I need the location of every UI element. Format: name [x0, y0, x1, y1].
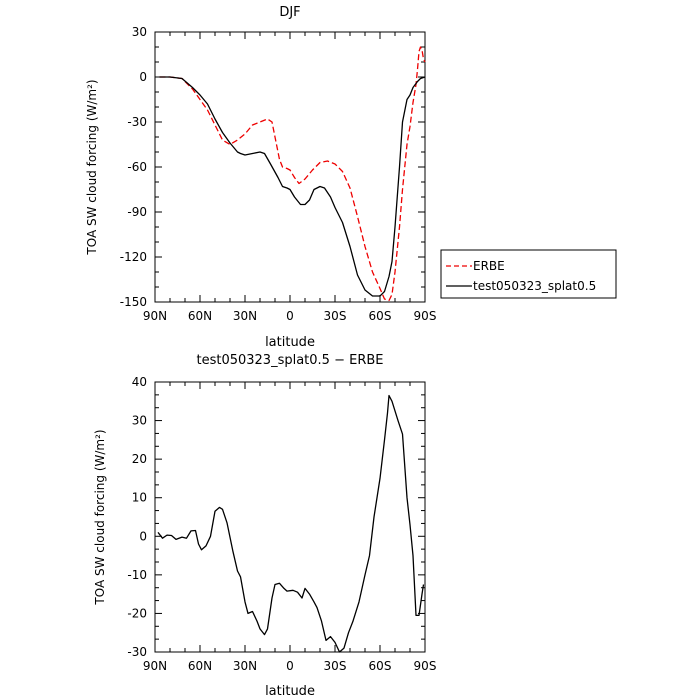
top-y-tick-label: 30	[132, 25, 147, 39]
bottom-x-tick-label: 30S	[324, 659, 347, 673]
bottom-y-tick-label: -30	[127, 645, 147, 659]
bottom-x-axis-label: latitude	[265, 684, 315, 699]
bottom-ticks: 90N 60N 30N 0 30S 60S 90S 40 30 20 10 0 -10 -20 -30	[127, 375, 436, 673]
top-y-axis-label: TOA SW cloud forcing (W/m²)	[85, 79, 99, 255]
bottom-plot-frame	[154, 381, 426, 653]
top-plot-frame	[154, 31, 426, 303]
top-x-tick-label: 60N	[188, 309, 212, 323]
bottom-series	[157, 394, 425, 653]
bottom-y-tick-label: 20	[132, 452, 147, 466]
top-legend: ERBE test050323_splat0.5	[440, 249, 617, 299]
bottom-y-axis-label: TOA SW cloud forcing (W/m²)	[93, 429, 107, 605]
bottom-x-tick-label: 0	[286, 659, 294, 673]
top-x-tick-label: 30S	[324, 309, 347, 323]
top-x-tick-label: 90N	[143, 309, 167, 323]
top-x-tick-label: 60S	[369, 309, 392, 323]
bottom-title: test050323_splat0.5 − ERBE	[196, 353, 383, 368]
bottom-y-tick-label: 30	[132, 414, 147, 428]
bottom-x-tick-label: 90S	[414, 659, 437, 673]
top-title: DJF	[279, 5, 300, 20]
bottom-x-tick-label: 30N	[233, 659, 257, 673]
top-test050323-splat0-5-line	[159, 76, 426, 297]
bottom-y-tick-label: -20	[127, 606, 147, 620]
legend-erbe-label: ERBE	[473, 259, 505, 273]
bottom-panel: test050323_splat0.5 − ERBE 90N 60N 30N 0 30S…	[93, 353, 436, 699]
top-x-tick-label: 0	[286, 309, 294, 323]
legend-box	[440, 249, 617, 299]
bottom-y-tick-label: 0	[139, 529, 147, 543]
bottom-x-tick-label: 60S	[369, 659, 392, 673]
top-y-tick-label: -120	[120, 250, 147, 264]
top-y-tick-label: 0	[139, 70, 147, 84]
top-series	[159, 46, 426, 302]
top-panel: DJF 90N 60N 30N 0 30S 60S 90S 30 0 -30 -60 -90 -120 -…	[85, 5, 617, 350]
bottom-y-tick-label: 40	[132, 375, 147, 389]
top-x-tick-label: 90S	[414, 309, 437, 323]
top-ticks: 90N 60N 30N 0 30S 60S 90S 30 0 -30 -60 -90 -120 -150	[120, 25, 437, 323]
top-x-tick-label: 30N	[233, 309, 257, 323]
top-y-tick-label: -30	[127, 115, 147, 129]
bottom-x-tick-label: 60N	[188, 659, 212, 673]
bottom-y-tick-label: -10	[127, 568, 147, 582]
bottom-difference-line	[157, 394, 425, 653]
legend-model-label: test050323_splat0.5	[473, 279, 596, 293]
top-y-tick-label: -150	[120, 295, 147, 309]
top-x-axis-label: latitude	[265, 335, 315, 350]
top-y-tick-label: -90	[127, 205, 147, 219]
top-erbe-line	[159, 46, 426, 302]
bottom-x-tick-label: 90N	[143, 659, 167, 673]
top-y-tick-label: -60	[127, 160, 147, 174]
bottom-y-tick-label: 10	[132, 491, 147, 505]
